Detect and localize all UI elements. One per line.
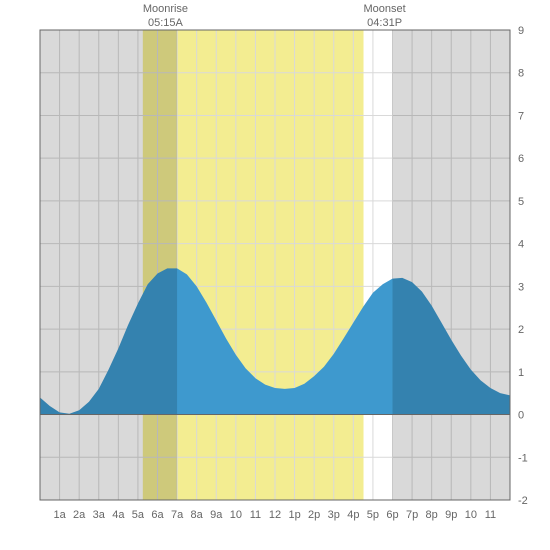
x-tick-label: 8a xyxy=(191,509,204,521)
x-tick-label: 10 xyxy=(230,509,242,521)
x-tick-label: 2p xyxy=(308,509,320,521)
moonrise-time: 05:15A xyxy=(143,16,188,30)
y-tick-label: -2 xyxy=(518,495,528,507)
chart-svg: -2-101234567891a2a3a4a5a6a7a8a9a1011121p… xyxy=(0,0,550,550)
x-tick-label: 7p xyxy=(406,509,418,521)
x-tick-label: 11 xyxy=(250,509,261,521)
y-tick-label: 0 xyxy=(518,410,524,422)
x-tick-label: 5a xyxy=(132,509,145,521)
moonrise-title: Moonrise xyxy=(143,2,188,16)
moonset-title: Moonset xyxy=(364,2,406,16)
x-tick-label: 4a xyxy=(112,509,125,521)
x-tick-label: 3p xyxy=(328,509,340,521)
y-tick-label: 4 xyxy=(518,239,524,251)
tide-chart: -2-101234567891a2a3a4a5a6a7a8a9a1011121p… xyxy=(0,0,550,550)
x-tick-label: 9p xyxy=(445,509,457,521)
x-tick-label: 3a xyxy=(93,509,106,521)
y-tick-label: 8 xyxy=(518,68,524,80)
x-tick-label: 12 xyxy=(269,509,281,521)
moonset-time: 04:31P xyxy=(364,16,406,30)
x-tick-label: 8p xyxy=(426,509,438,521)
y-tick-label: 6 xyxy=(518,153,524,165)
x-tick-label: 1a xyxy=(53,509,66,521)
x-tick-label: 6a xyxy=(151,509,164,521)
moonset-annotation: Moonset 04:31P xyxy=(364,2,406,31)
y-tick-label: 3 xyxy=(518,281,524,293)
x-tick-label: 5p xyxy=(367,509,379,521)
x-tick-label: 9a xyxy=(210,509,223,521)
x-tick-label: 11 xyxy=(485,509,496,521)
y-tick-label: -1 xyxy=(518,452,528,464)
y-tick-label: 1 xyxy=(518,367,524,379)
moonrise-annotation: Moonrise 05:15A xyxy=(143,2,188,31)
x-tick-label: 6p xyxy=(386,509,398,521)
x-tick-label: 1p xyxy=(288,509,300,521)
x-tick-label: 10 xyxy=(465,509,477,521)
y-tick-label: 5 xyxy=(518,196,524,208)
x-tick-label: 7a xyxy=(171,509,184,521)
y-tick-label: 2 xyxy=(518,324,524,336)
y-tick-label: 7 xyxy=(518,110,524,122)
y-tick-label: 9 xyxy=(518,25,524,37)
x-tick-label: 4p xyxy=(347,509,359,521)
x-tick-label: 2a xyxy=(73,509,86,521)
